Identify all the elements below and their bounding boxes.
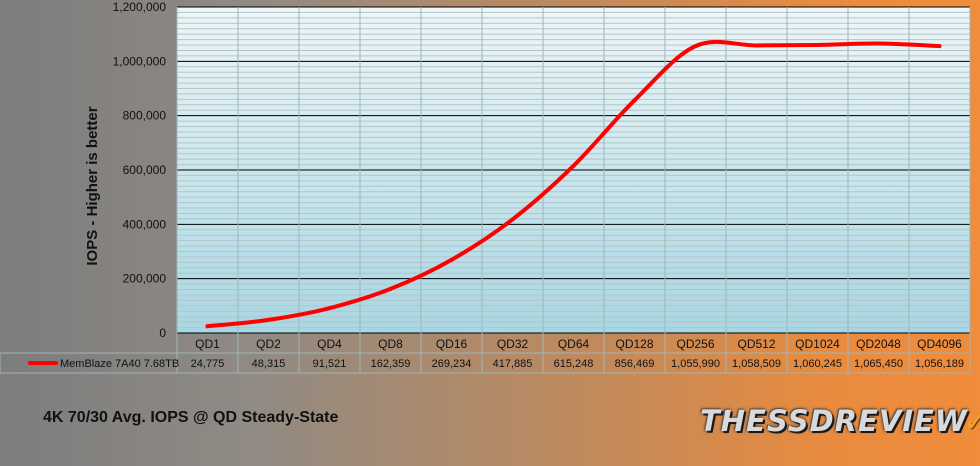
data-point	[449, 257, 454, 262]
legend-series-name: MemBlaze 7A40 7.68TB	[60, 358, 179, 370]
data-value-cell: 162,359	[371, 358, 411, 370]
x-tick-label: QD1024	[795, 337, 840, 351]
x-tick-label: QD2048	[856, 337, 901, 351]
data-point	[754, 43, 759, 48]
data-point	[937, 44, 942, 49]
x-tick-label: QD2	[256, 337, 281, 351]
series-layer	[205, 39, 942, 329]
data-table: QD1 QD2 QD4 QD8 QD16 QD32 QD64 QD128 QD256 QD512 Q…	[0, 337, 970, 374]
data-value-cell: 856,469	[615, 358, 655, 370]
site-logo: THESSDREVIEW✓	[700, 404, 980, 438]
data-point	[205, 324, 210, 329]
data-point	[388, 286, 393, 291]
data-value-cell: 24,775	[191, 358, 225, 370]
logo-text: THESSDREVIEW	[700, 404, 968, 438]
major-gridlines	[177, 6, 970, 334]
y-axis-label: IOPS - Higher is better	[84, 106, 101, 265]
x-tick-label: QD1	[195, 337, 220, 351]
data-point	[571, 163, 576, 168]
data-point	[632, 98, 637, 103]
y-tick-labels: 0 200,000 400,000 600,000 800,000 1,000,000 1,…	[113, 0, 167, 340]
x-tick-label: QD4096	[917, 337, 962, 351]
y-tick-label: 200,000	[123, 272, 167, 286]
y-tick-label: 400,000	[123, 217, 167, 231]
y-tick-label: 800,000	[123, 109, 167, 123]
x-tick-label: QD16	[436, 337, 468, 351]
data-value-cell: 417,885	[493, 358, 533, 370]
x-tick-label: QD32	[497, 337, 529, 351]
y-tick-label: 0	[159, 326, 166, 340]
data-value-cell: 91,521	[313, 358, 347, 370]
data-point	[510, 217, 515, 222]
data-point	[327, 306, 332, 311]
data-point	[266, 317, 271, 322]
data-point	[876, 41, 881, 46]
checkmark-icon: ✓	[963, 404, 980, 438]
x-tick-label: QD256	[676, 337, 714, 351]
data-value-cell: 48,315	[252, 358, 286, 370]
data-value-cell: 1,055,990	[671, 358, 720, 370]
x-tick-label: QD512	[737, 337, 775, 351]
x-tick-label: QD4	[317, 337, 342, 351]
data-point	[693, 44, 698, 49]
data-value-cell: 1,060,245	[793, 358, 842, 370]
data-value-cell: 1,058,509	[732, 358, 781, 370]
data-point	[815, 42, 820, 47]
data-value-cell: 615,248	[554, 358, 594, 370]
y-tick-label: 1,000,000	[113, 54, 167, 68]
data-value-cell: 269,234	[432, 358, 472, 370]
x-tick-label: QD8	[378, 337, 403, 351]
y-tick-label: 1,200,000	[113, 0, 167, 14]
data-value-cell: 1,065,450	[854, 358, 903, 370]
x-tick-label: QD128	[615, 337, 653, 351]
data-value-cell: 1,056,189	[915, 358, 964, 370]
x-tick-label: QD64	[558, 337, 590, 351]
chart-caption: 4K 70/30 Avg. IOPS @ QD Steady-State	[43, 409, 339, 426]
y-tick-label: 600,000	[123, 163, 167, 177]
